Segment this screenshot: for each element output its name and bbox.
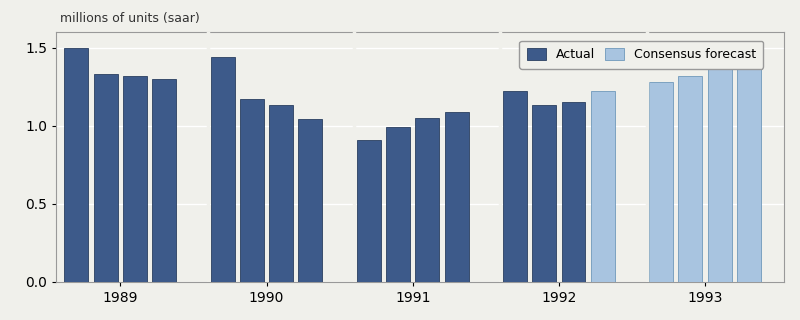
Bar [590, 91, 614, 282]
Bar [65, 48, 89, 282]
Bar [210, 57, 234, 282]
Bar [445, 112, 469, 282]
Text: millions of units (saar): millions of units (saar) [60, 12, 199, 25]
Bar [152, 79, 176, 282]
Bar [298, 119, 322, 282]
Bar [532, 105, 556, 282]
Bar [415, 118, 439, 282]
Bar [503, 91, 527, 282]
Bar [650, 82, 673, 282]
Bar [737, 62, 761, 282]
Bar [386, 127, 410, 282]
Legend: Actual, Consensus forecast: Actual, Consensus forecast [519, 41, 763, 69]
Bar [123, 76, 147, 282]
Bar [269, 105, 293, 282]
Bar [357, 140, 381, 282]
Bar [678, 76, 702, 282]
Bar [240, 99, 264, 282]
Bar [708, 68, 732, 282]
Bar [562, 102, 586, 282]
Bar [94, 74, 118, 282]
